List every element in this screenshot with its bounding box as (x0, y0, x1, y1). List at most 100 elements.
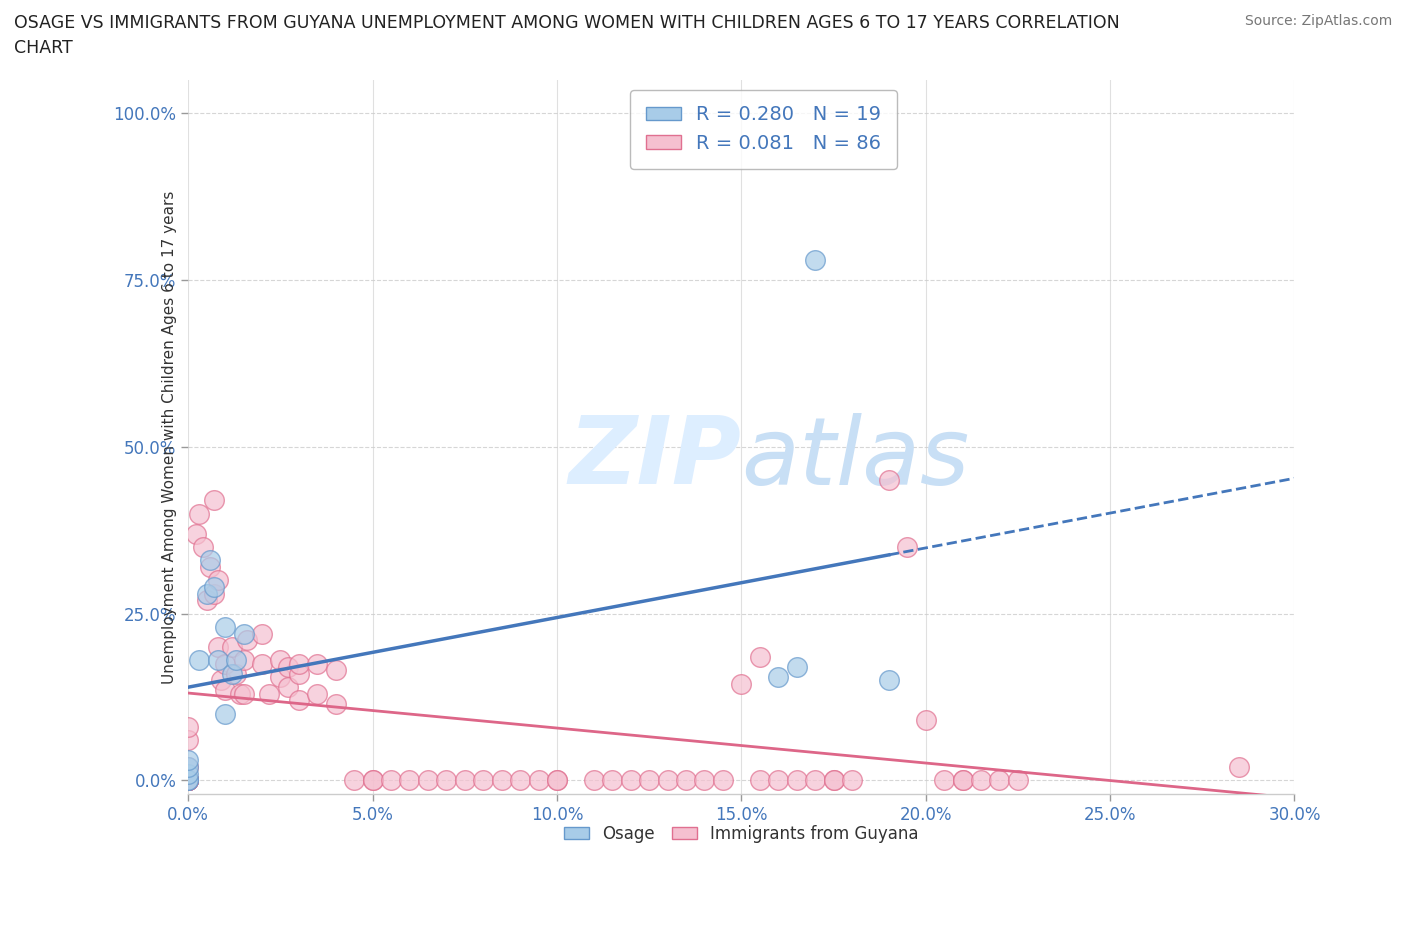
Point (214, 619, 236, 634)
Point (288, 693, 311, 708)
Point (786, 773, 808, 788)
Point (786, 659, 808, 674)
Point (177, 773, 200, 788)
Point (259, 686, 281, 701)
Point (207, 640, 229, 655)
Point (177, 773, 200, 788)
Y-axis label: Unemployment Among Women with Children Ages 6 to 17 years: Unemployment Among Women with Children A… (162, 191, 177, 684)
Point (675, 773, 697, 788)
Point (509, 773, 531, 788)
Point (177, 733, 200, 748)
Point (177, 760, 200, 775)
Point (398, 773, 420, 788)
Point (177, 766, 200, 781)
Point (307, 657, 329, 671)
Point (221, 666, 243, 681)
Point (434, 773, 457, 788)
Point (748, 650, 770, 665)
Point (361, 773, 384, 788)
Point (200, 560, 222, 575)
Point (748, 773, 770, 788)
Point (177, 773, 200, 788)
Point (209, 673, 232, 688)
Point (177, 773, 200, 788)
Point (288, 657, 311, 671)
Text: atlas: atlas (741, 413, 970, 504)
Point (970, 773, 993, 788)
Legend: Osage, Immigrants from Guyana: Osage, Immigrants from Guyana (557, 818, 925, 850)
Point (380, 773, 402, 788)
Point (177, 753, 200, 768)
Point (766, 773, 789, 788)
Point (184, 526, 207, 541)
Point (657, 773, 679, 788)
Point (877, 673, 900, 688)
Point (361, 773, 384, 788)
Point (177, 773, 200, 788)
Point (188, 653, 211, 668)
Point (934, 773, 956, 788)
Point (638, 773, 661, 788)
Point (454, 773, 477, 788)
Text: ZIP: ZIP (568, 412, 741, 504)
Point (952, 773, 974, 788)
Point (177, 773, 200, 788)
Point (269, 653, 291, 668)
Point (343, 773, 366, 788)
Point (191, 539, 214, 554)
Point (177, 720, 200, 735)
Point (288, 666, 311, 681)
Point (232, 653, 254, 668)
Point (195, 593, 218, 608)
Point (804, 773, 827, 788)
Point (207, 653, 229, 668)
Point (546, 773, 568, 788)
Point (988, 773, 1011, 788)
Point (214, 657, 236, 671)
Point (841, 773, 863, 788)
Point (1007, 773, 1029, 788)
Point (693, 773, 716, 788)
Point (177, 760, 200, 775)
Point (250, 657, 273, 671)
Point (195, 586, 218, 601)
Point (416, 773, 439, 788)
Point (491, 773, 513, 788)
Point (823, 773, 845, 788)
Point (711, 773, 734, 788)
Point (325, 697, 347, 711)
Point (177, 773, 200, 788)
Point (914, 713, 936, 728)
Point (232, 686, 254, 701)
Text: CHART: CHART (14, 39, 73, 57)
Point (277, 659, 299, 674)
Point (620, 773, 643, 788)
Point (225, 666, 247, 681)
Point (207, 573, 229, 588)
Point (202, 586, 225, 601)
Point (229, 686, 252, 701)
Point (236, 633, 259, 648)
Text: Source: ZipAtlas.com: Source: ZipAtlas.com (1244, 14, 1392, 28)
Point (214, 683, 236, 698)
Text: OSAGE VS IMMIGRANTS FROM GUYANA UNEMPLOYMENT AMONG WOMEN WITH CHILDREN AGES 6 TO: OSAGE VS IMMIGRANTS FROM GUYANA UNEMPLOY… (14, 14, 1119, 32)
Point (896, 539, 918, 554)
Point (269, 670, 291, 684)
Point (804, 253, 827, 268)
Point (823, 773, 845, 788)
Point (200, 553, 222, 568)
Point (472, 773, 495, 788)
Point (325, 663, 347, 678)
Point (766, 670, 789, 684)
Point (250, 626, 273, 641)
Point (952, 773, 974, 788)
Point (214, 706, 236, 721)
Point (177, 773, 200, 788)
Point (600, 773, 623, 788)
Point (202, 493, 225, 508)
Point (877, 472, 900, 487)
Point (177, 773, 200, 788)
Point (730, 676, 752, 691)
Point (582, 773, 605, 788)
Point (307, 686, 329, 701)
